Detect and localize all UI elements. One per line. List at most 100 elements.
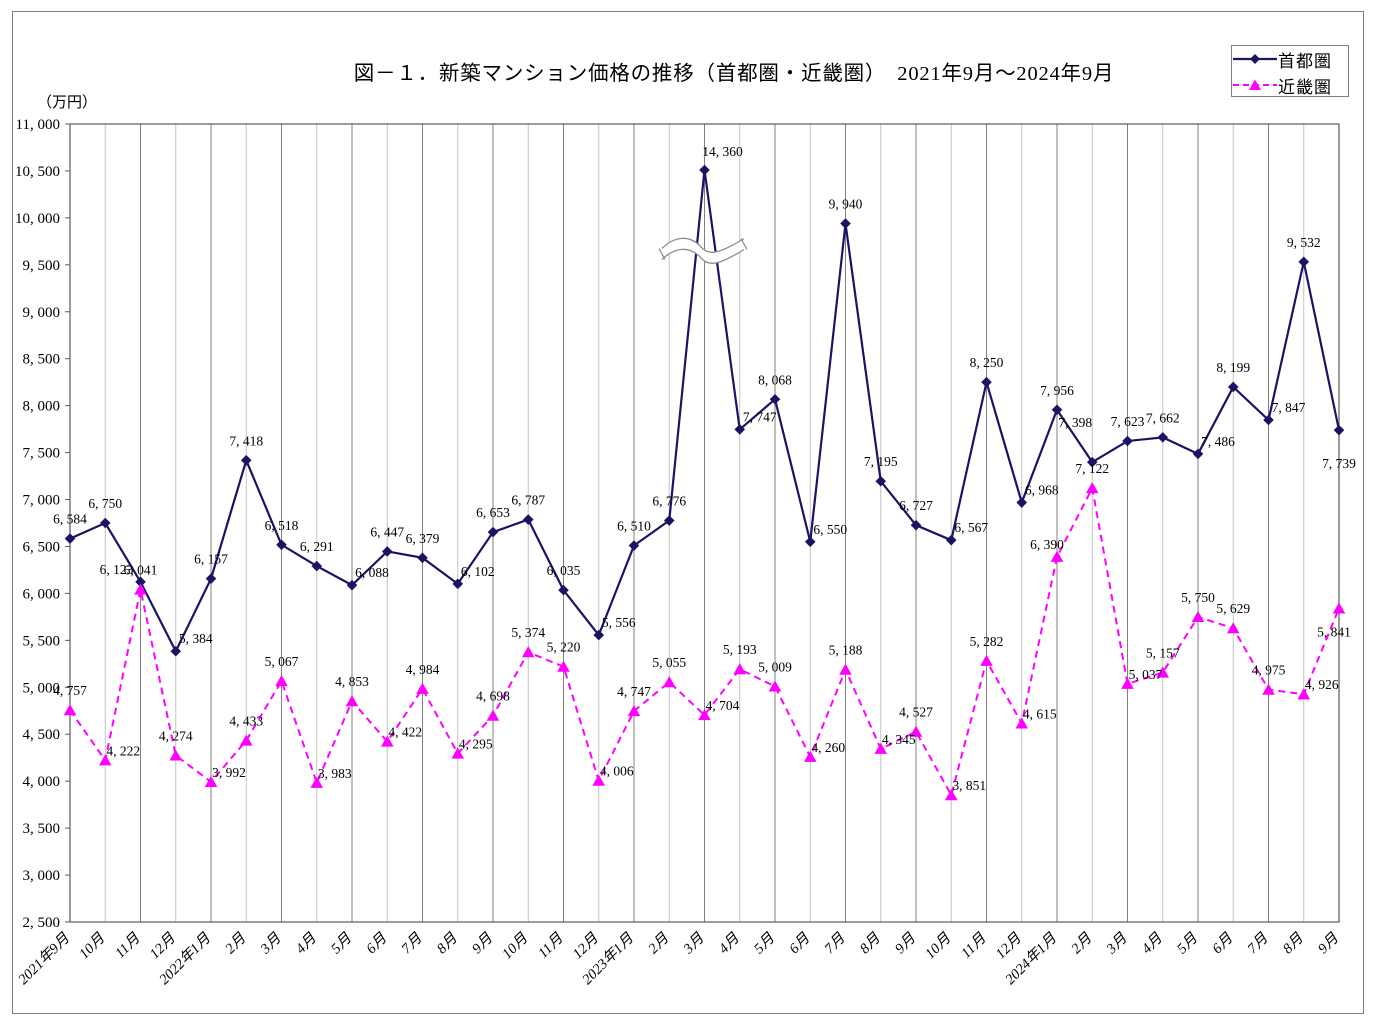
svg-text:6, 035: 6, 035 — [547, 563, 581, 578]
svg-text:7, 956: 7, 956 — [1040, 383, 1074, 398]
svg-text:6, 510: 6, 510 — [617, 519, 651, 534]
svg-text:7, 500: 7, 500 — [23, 446, 61, 462]
svg-text:4, 006: 4, 006 — [600, 764, 634, 779]
svg-text:4, 926: 4, 926 — [1305, 677, 1339, 692]
svg-text:5, 841: 5, 841 — [1317, 624, 1351, 639]
svg-text:6, 653: 6, 653 — [476, 505, 510, 520]
svg-text:3, 992: 3, 992 — [212, 765, 246, 780]
svg-text:3, 983: 3, 983 — [318, 766, 352, 781]
svg-text:3月: 3月 — [1103, 930, 1131, 958]
svg-text:6月: 6月 — [1209, 930, 1236, 957]
svg-text:10月: 10月 — [499, 930, 531, 962]
svg-text:7, 000: 7, 000 — [23, 493, 61, 509]
svg-text:2021年9月: 2021年9月 — [15, 929, 74, 988]
svg-text:9月: 9月 — [469, 930, 496, 957]
svg-text:7, 623: 7, 623 — [1111, 414, 1145, 429]
svg-text:6, 787: 6, 787 — [511, 493, 545, 508]
svg-text:4, 527: 4, 527 — [899, 705, 933, 720]
svg-text:4, 000: 4, 000 — [23, 774, 61, 790]
svg-text:6, 500: 6, 500 — [23, 539, 61, 555]
svg-text:7月: 7月 — [822, 930, 849, 957]
svg-text:7, 398: 7, 398 — [1058, 415, 1092, 430]
svg-text:4, 295: 4, 295 — [459, 736, 493, 751]
svg-text:4, 853: 4, 853 — [335, 674, 369, 689]
svg-text:4, 698: 4, 698 — [476, 689, 510, 704]
svg-text:5, 500: 5, 500 — [23, 633, 61, 649]
svg-text:6, 102: 6, 102 — [461, 564, 495, 579]
svg-text:14, 360: 14, 360 — [702, 144, 743, 159]
svg-text:7, 747: 7, 747 — [743, 409, 777, 424]
svg-text:4月: 4月 — [1139, 930, 1166, 957]
svg-text:6, 379: 6, 379 — [406, 531, 440, 546]
svg-text:5, 282: 5, 282 — [970, 634, 1004, 649]
svg-text:11, 000: 11, 000 — [16, 117, 60, 133]
svg-text:4, 747: 4, 747 — [617, 684, 651, 699]
svg-text:6, 390: 6, 390 — [1030, 537, 1064, 552]
svg-text:4, 274: 4, 274 — [159, 728, 193, 743]
svg-text:4, 615: 4, 615 — [1023, 706, 1057, 721]
svg-text:5, 629: 5, 629 — [1216, 601, 1250, 616]
svg-text:10, 500: 10, 500 — [15, 164, 60, 180]
svg-text:5, 374: 5, 374 — [511, 625, 545, 640]
svg-text:2月: 2月 — [1068, 930, 1095, 957]
svg-text:8月: 8月 — [434, 930, 461, 957]
svg-text:8, 000: 8, 000 — [23, 399, 61, 415]
svg-text:4, 975: 4, 975 — [1252, 663, 1286, 678]
svg-text:4, 260: 4, 260 — [811, 740, 845, 755]
svg-text:4, 500: 4, 500 — [23, 727, 61, 743]
svg-text:6, 550: 6, 550 — [813, 522, 847, 537]
svg-text:8, 500: 8, 500 — [23, 352, 61, 368]
svg-text:4, 704: 4, 704 — [706, 698, 740, 713]
svg-text:6, 291: 6, 291 — [300, 539, 334, 554]
svg-text:5, 055: 5, 055 — [652, 655, 686, 670]
svg-text:4, 984: 4, 984 — [406, 662, 440, 677]
svg-text:7, 486: 7, 486 — [1201, 434, 1235, 449]
svg-text:8月: 8月 — [1280, 930, 1307, 957]
svg-text:5, 188: 5, 188 — [829, 643, 863, 658]
svg-text:10, 000: 10, 000 — [15, 211, 60, 227]
svg-text:11月: 11月 — [112, 930, 143, 961]
svg-text:6, 041: 6, 041 — [124, 563, 158, 578]
svg-text:5, 037: 5, 037 — [1129, 667, 1163, 682]
svg-text:3, 000: 3, 000 — [23, 868, 61, 884]
svg-text:7, 122: 7, 122 — [1075, 461, 1109, 476]
svg-text:9, 500: 9, 500 — [23, 258, 61, 274]
svg-text:3月: 3月 — [680, 930, 708, 958]
svg-text:3, 851: 3, 851 — [952, 778, 986, 793]
svg-text:5, 157: 5, 157 — [1146, 646, 1180, 661]
svg-text:4月: 4月 — [716, 930, 743, 957]
svg-text:6, 776: 6, 776 — [652, 494, 686, 509]
svg-text:7, 195: 7, 195 — [864, 454, 898, 469]
svg-text:7, 739: 7, 739 — [1322, 456, 1356, 471]
svg-text:6月: 6月 — [363, 930, 390, 957]
svg-text:4, 422: 4, 422 — [388, 725, 422, 740]
svg-text:5月: 5月 — [751, 930, 778, 957]
svg-text:6, 518: 6, 518 — [265, 518, 299, 533]
svg-text:6, 000: 6, 000 — [23, 586, 61, 602]
svg-text:8, 068: 8, 068 — [758, 372, 792, 387]
svg-text:8, 199: 8, 199 — [1216, 360, 1250, 375]
svg-text:6月: 6月 — [786, 930, 813, 957]
svg-text:5, 009: 5, 009 — [758, 659, 792, 674]
svg-text:8月: 8月 — [857, 930, 884, 957]
svg-text:7, 662: 7, 662 — [1146, 410, 1180, 425]
svg-text:12月: 12月 — [570, 930, 602, 962]
svg-text:5月: 5月 — [1174, 930, 1201, 957]
svg-text:12月: 12月 — [993, 930, 1025, 962]
svg-text:7, 847: 7, 847 — [1272, 400, 1306, 415]
svg-text:2月: 2月 — [645, 930, 672, 957]
svg-text:5月: 5月 — [328, 930, 355, 957]
svg-text:6, 727: 6, 727 — [899, 498, 933, 513]
svg-text:2, 500: 2, 500 — [23, 915, 61, 931]
svg-text:5, 750: 5, 750 — [1181, 590, 1215, 605]
svg-text:3, 500: 3, 500 — [23, 821, 61, 837]
svg-text:11月: 11月 — [958, 930, 989, 961]
svg-text:7, 418: 7, 418 — [229, 433, 263, 448]
svg-text:6, 968: 6, 968 — [1025, 483, 1059, 498]
svg-text:6, 157: 6, 157 — [194, 552, 228, 567]
svg-text:6, 567: 6, 567 — [954, 520, 988, 535]
svg-text:5, 193: 5, 193 — [723, 642, 757, 657]
svg-text:4, 222: 4, 222 — [106, 743, 140, 758]
svg-text:2月: 2月 — [222, 930, 249, 957]
svg-text:9月: 9月 — [1315, 930, 1342, 957]
